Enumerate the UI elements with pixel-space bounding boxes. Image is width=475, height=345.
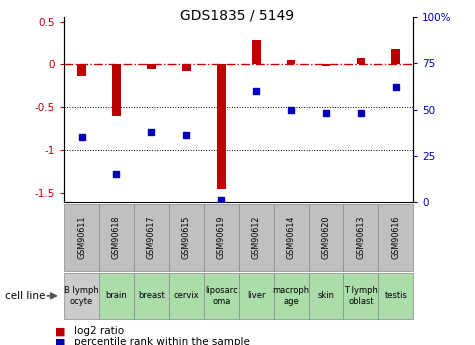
Text: GSM90614: GSM90614: [286, 216, 295, 259]
Text: liver: liver: [247, 291, 266, 300]
Bar: [357, 58, 365, 65]
Bar: [322, 65, 330, 66]
Text: GSM90617: GSM90617: [147, 215, 156, 259]
Text: GSM90615: GSM90615: [182, 215, 191, 259]
Bar: [391, 49, 400, 65]
Text: cervix: cervix: [173, 291, 199, 300]
Text: GDS1835 / 5149: GDS1835 / 5149: [180, 9, 294, 23]
Text: GSM90612: GSM90612: [252, 215, 261, 259]
Text: ■: ■: [55, 326, 65, 336]
Bar: [217, 65, 226, 189]
Text: breast: breast: [138, 291, 165, 300]
Text: ■: ■: [55, 337, 65, 345]
Text: B lymph
ocyte: B lymph ocyte: [64, 286, 99, 306]
Bar: [112, 65, 121, 116]
Text: cell line: cell line: [5, 291, 45, 301]
Text: GSM90616: GSM90616: [391, 216, 400, 259]
Text: liposarc
oma: liposarc oma: [205, 286, 238, 306]
Text: log2 ratio: log2 ratio: [74, 326, 124, 336]
Text: GSM90618: GSM90618: [112, 216, 121, 259]
Text: skin: skin: [317, 291, 334, 300]
Bar: [287, 60, 295, 65]
Bar: [182, 65, 190, 71]
Text: percentile rank within the sample: percentile rank within the sample: [74, 337, 249, 345]
Text: GSM90611: GSM90611: [77, 216, 86, 259]
Text: brain: brain: [105, 291, 127, 300]
Text: macroph
age: macroph age: [273, 286, 310, 306]
Text: GSM90613: GSM90613: [356, 216, 365, 259]
Bar: [252, 40, 260, 65]
Text: GSM90619: GSM90619: [217, 215, 226, 259]
Text: T lymph
oblast: T lymph oblast: [344, 286, 378, 306]
Bar: [147, 65, 156, 69]
Bar: [77, 65, 86, 76]
Text: testis: testis: [384, 291, 407, 300]
Text: GSM90620: GSM90620: [322, 215, 331, 259]
